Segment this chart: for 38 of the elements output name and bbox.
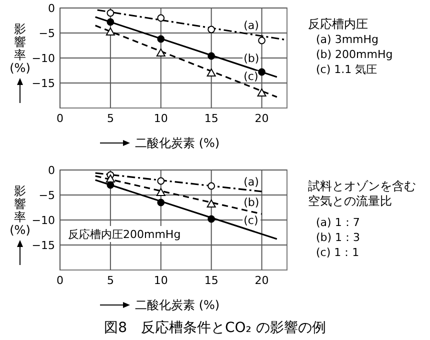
series-label: (c)	[244, 70, 258, 83]
text: (a) 1：7	[316, 216, 360, 229]
x-tick-label: 0	[56, 112, 64, 125]
y-axis-title: 影響率(%)	[10, 184, 30, 237]
x-tick-label: 10	[154, 274, 168, 287]
x-tick-label: 20	[254, 274, 269, 287]
x-tick-label: 15	[204, 274, 218, 287]
text: (b) 1：3	[316, 231, 360, 244]
y-tick-label: −10	[32, 214, 55, 227]
x-tick-label: 5	[106, 274, 114, 287]
y-tick-label: 0	[48, 2, 55, 15]
text: (c) 1.1 気圧	[316, 63, 378, 76]
y-axis-title: 影響率(%)	[10, 22, 30, 75]
y-tick-label: −5	[38, 189, 55, 202]
x-axis-title: 二酸化炭素 (%)	[135, 136, 220, 150]
y-tick-label: −5	[38, 27, 55, 40]
series-label: (c)	[244, 214, 258, 228]
x-tick-label: 0	[56, 274, 64, 287]
y-tick-label: −15	[32, 239, 55, 252]
text: (a) 3mmHg	[316, 33, 379, 46]
x-tick-label: 20	[254, 112, 269, 125]
series-label: (a)	[244, 19, 259, 32]
y-tick-label: −15	[32, 77, 55, 90]
legend-title: 反応槽内圧	[308, 17, 368, 31]
text: 反応槽内圧200mmHg	[68, 228, 181, 241]
y-tick-label: 0	[48, 164, 55, 177]
text: (b) 200mmHg	[316, 48, 393, 61]
legend-title: 試料とオゾンを含む空気との流量比	[308, 179, 416, 208]
x-axis-title: 二酸化炭素 (%)	[135, 298, 220, 312]
series-label: (a)	[244, 175, 259, 188]
series-label: (b)	[244, 196, 260, 209]
x-tick-label: 15	[204, 112, 218, 125]
series-label: (b)	[244, 52, 260, 65]
y-tick-label: −10	[32, 52, 55, 65]
text: (c) 1：1	[316, 246, 360, 259]
x-tick-label: 5	[106, 112, 114, 125]
text: 図8 反応槽条件とCO₂ の影響の例	[104, 320, 326, 336]
x-tick-label: 10	[154, 112, 168, 125]
